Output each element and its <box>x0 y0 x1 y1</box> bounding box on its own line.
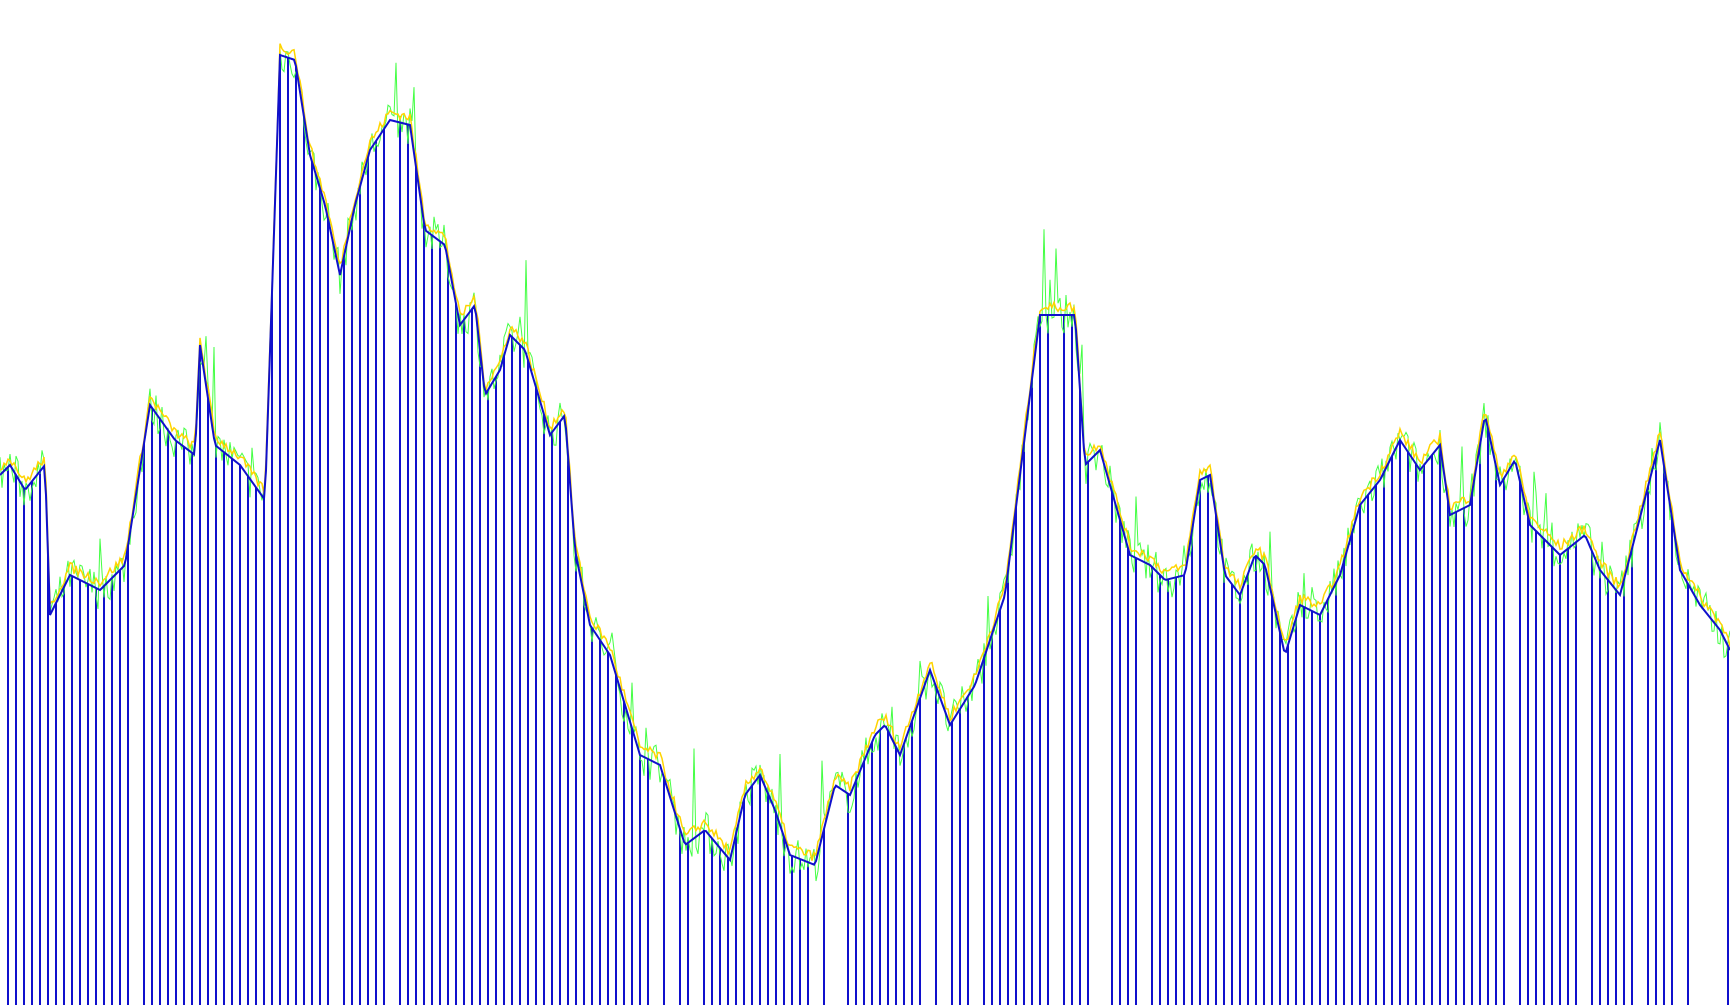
volume-bars <box>7 55 1729 1005</box>
smoothed-line <box>0 53 1730 866</box>
smoothed-line-series <box>0 53 1730 866</box>
price-noise-series <box>0 49 1730 882</box>
price-line <box>0 43 1730 861</box>
price-noise-line <box>0 49 1730 882</box>
price-line-series <box>0 43 1730 861</box>
